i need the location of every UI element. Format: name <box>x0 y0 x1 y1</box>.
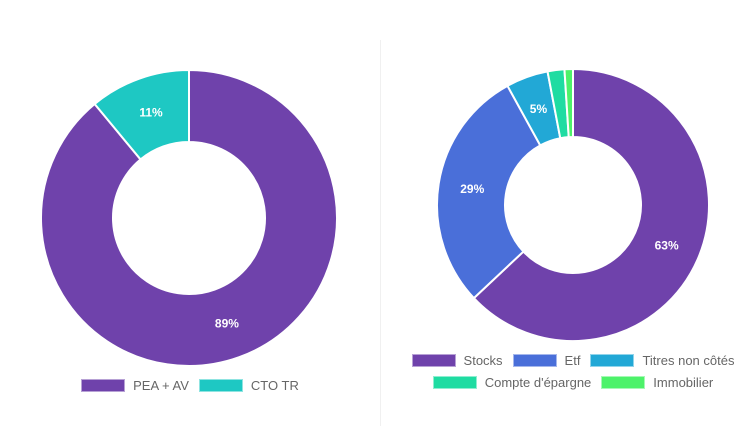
slice-cto-tr[interactable] <box>93 69 190 161</box>
legend-item[interactable]: Compte d'épargne <box>432 371 592 393</box>
data-label: 29% <box>460 182 484 196</box>
legend-label: CTO TR <box>250 377 299 393</box>
legend-swatch <box>512 353 557 367</box>
legend-right: Stocks Etf Titres non côtés Compte d'épargn… <box>395 349 751 393</box>
legend-item[interactable]: Titres non côtés <box>590 349 734 371</box>
data-label: 63% <box>655 239 679 253</box>
legend-swatch <box>411 353 456 367</box>
legend-label: Stocks <box>463 352 503 368</box>
legend-swatch <box>601 375 646 389</box>
legend-item[interactable]: CTO TR <box>198 374 299 396</box>
legend-swatch <box>198 378 243 392</box>
legend-swatch <box>81 378 126 392</box>
slice-pea-av[interactable] <box>40 69 338 367</box>
legend-label: PEA + AV <box>133 377 189 393</box>
data-label: 11% <box>139 106 163 120</box>
chart-divider <box>380 40 381 426</box>
legend-label: Immobilier <box>653 374 714 390</box>
legend-item[interactable]: Stocks <box>411 349 503 371</box>
slice-etf[interactable] <box>436 84 542 300</box>
legend-label: Etf <box>564 352 581 368</box>
legend-label: Compte d'épargne <box>484 374 592 390</box>
legend-item[interactable]: PEA + AV <box>81 374 189 396</box>
legend-item[interactable]: Etf <box>512 349 581 371</box>
legend-swatch <box>432 375 477 389</box>
slice-stocks[interactable] <box>472 68 710 342</box>
slice-immobilier[interactable] <box>563 68 574 139</box>
legend-item[interactable]: Immobilier <box>601 371 713 393</box>
legend-label: Titres non côtés <box>642 352 735 368</box>
data-label: 5% <box>530 102 548 116</box>
legend-swatch <box>590 353 635 367</box>
data-label: 89% <box>215 316 239 330</box>
legend-left: PEA + AV CTO TR <box>40 374 340 396</box>
